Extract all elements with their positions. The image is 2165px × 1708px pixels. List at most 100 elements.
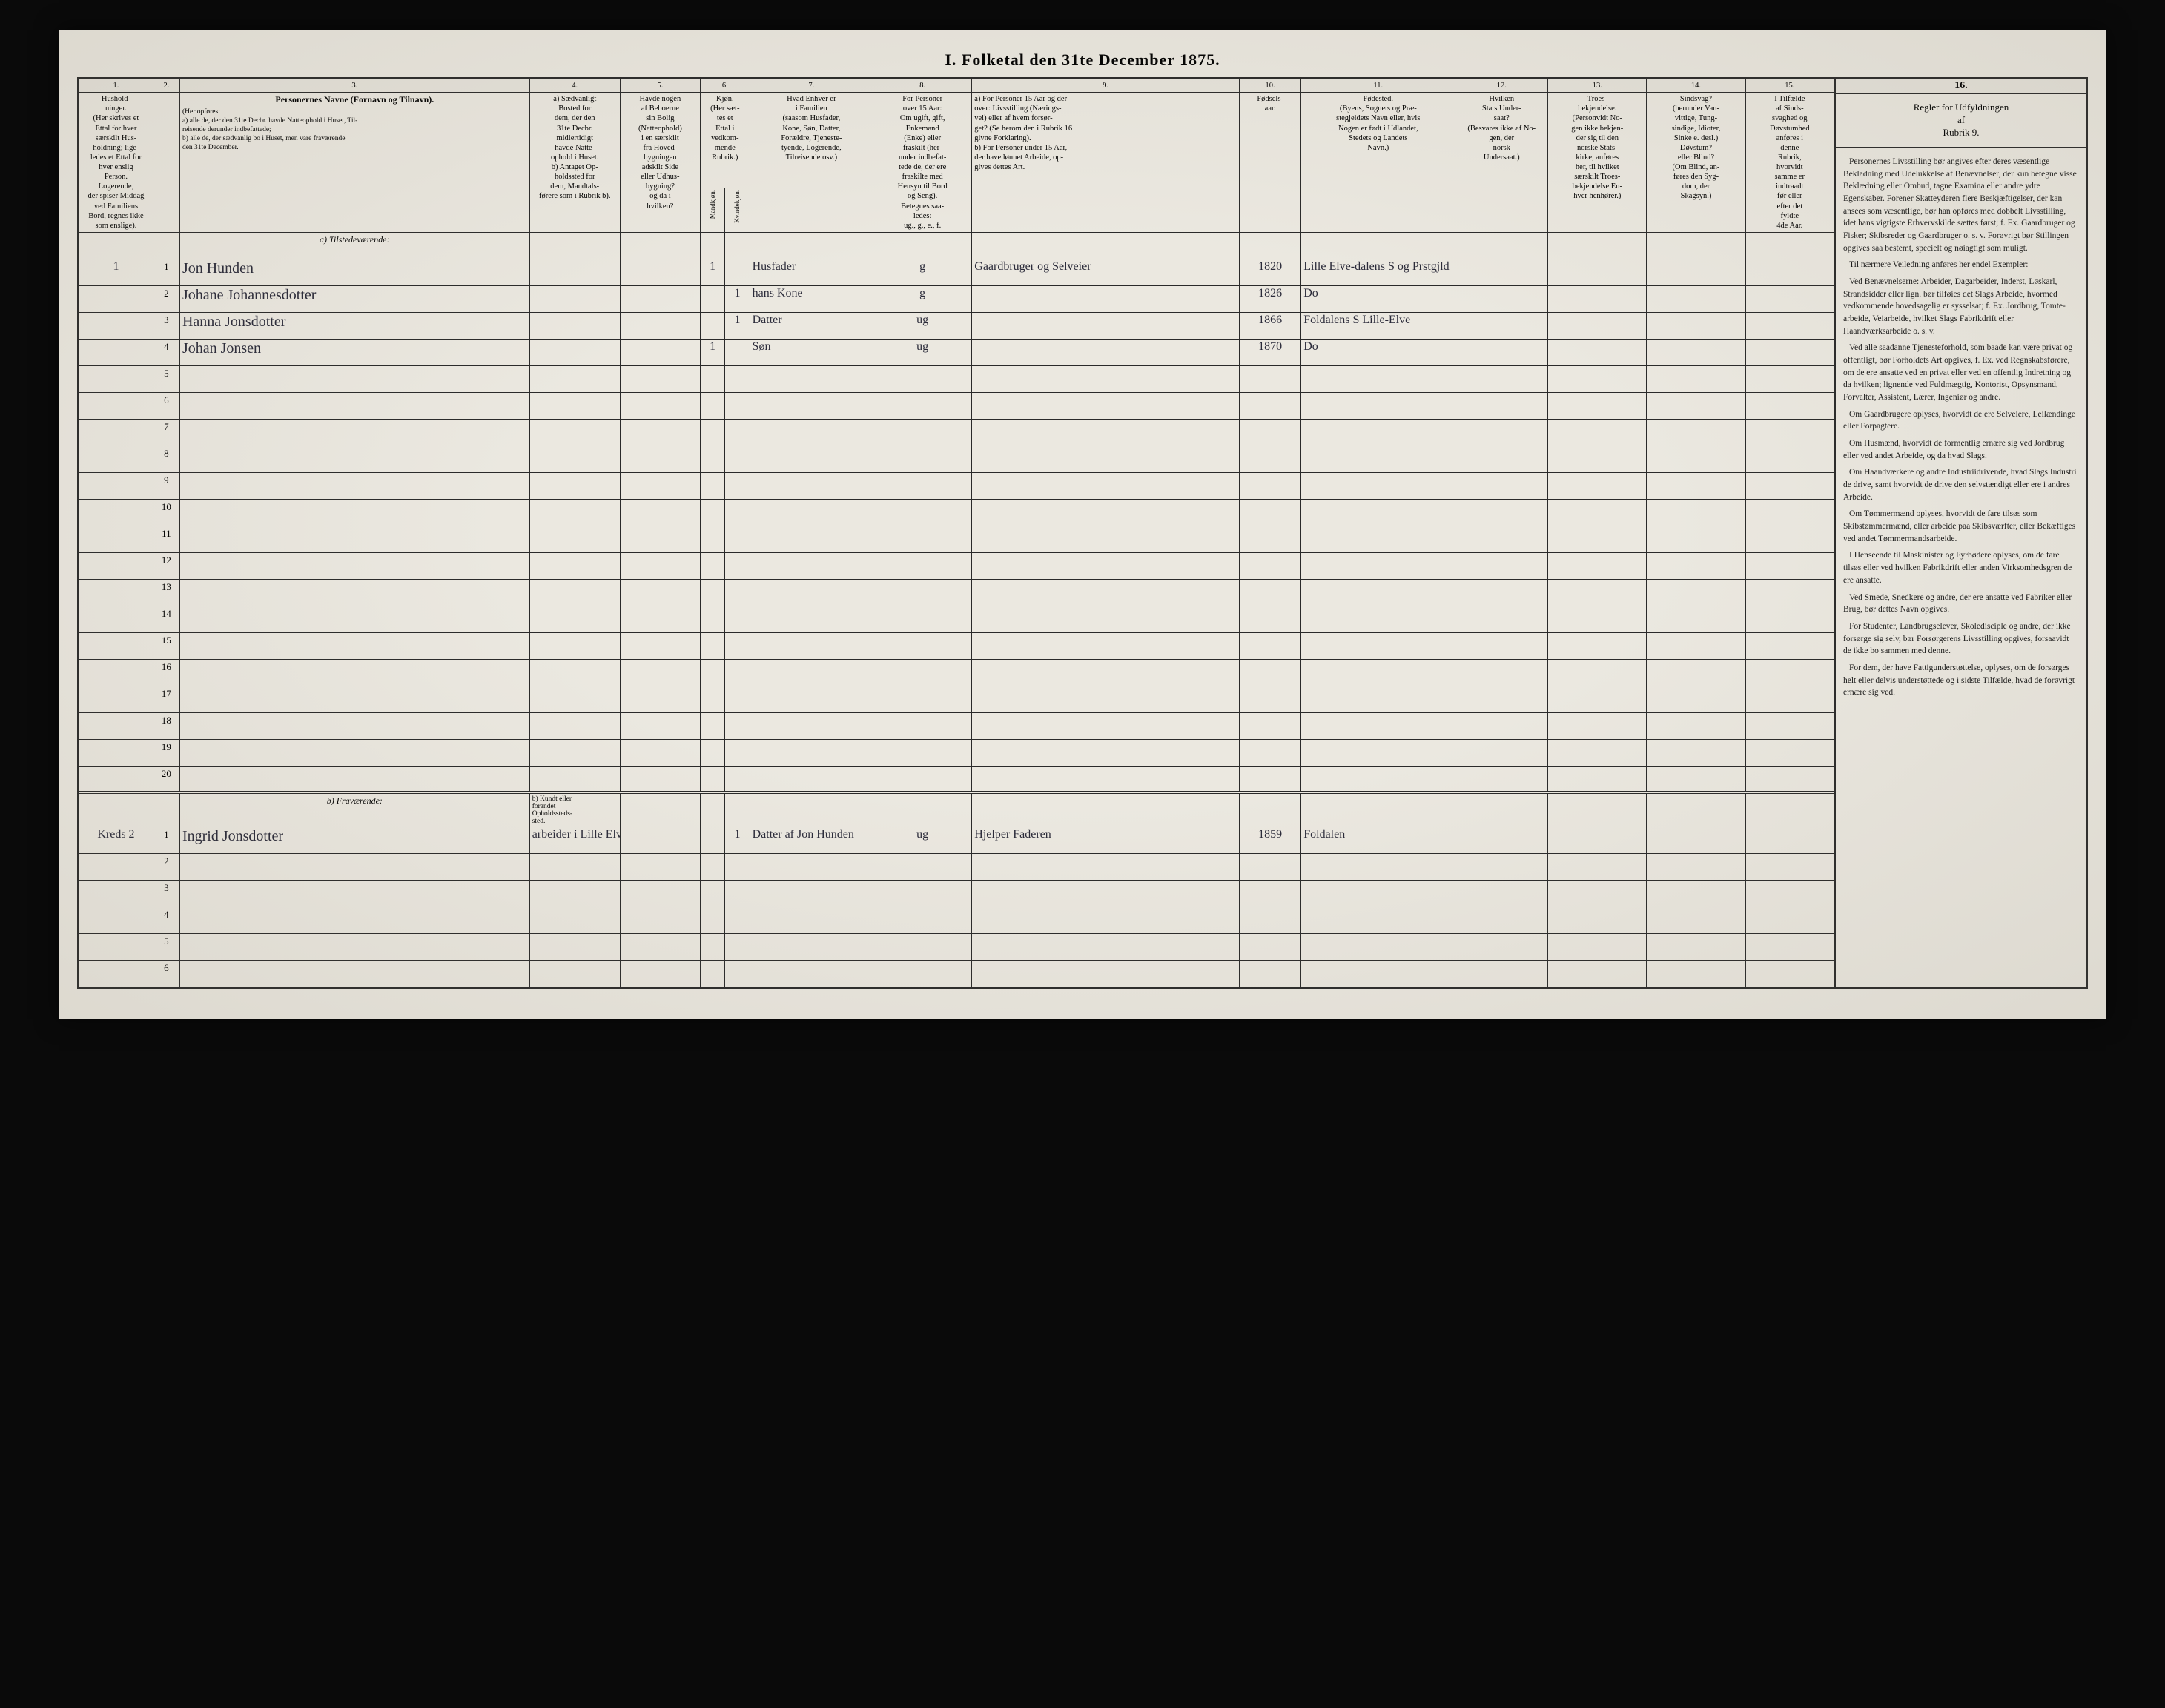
cell <box>750 526 873 552</box>
cell <box>1240 792 1301 827</box>
cell-person-no: 8 <box>153 446 179 472</box>
cell <box>972 659 1240 686</box>
cell <box>725 881 750 907</box>
table-row: Kreds 21Ingrid Jonsdotterarbeider i Lill… <box>79 827 1834 854</box>
cell <box>179 472 529 499</box>
col-number: 11. <box>1301 79 1455 93</box>
cell <box>701 907 725 934</box>
header-c6b: Kvindekjøn. <box>725 188 750 232</box>
cell <box>1301 854 1455 881</box>
cell <box>1647 526 1745 552</box>
cell <box>701 792 725 827</box>
cell <box>1301 365 1455 392</box>
cell-occupation: Hjelper Faderen <box>972 827 1240 854</box>
cell <box>1301 659 1455 686</box>
cell-household <box>79 312 153 339</box>
cell: b) Kundt eller forandet Opholdssteds- st… <box>529 792 620 827</box>
cell <box>972 686 1240 712</box>
cell <box>873 854 972 881</box>
cell <box>1301 526 1455 552</box>
cell <box>79 579 153 606</box>
rules-paragraph: Om Husmænd, hvorvidt de formentlig ernær… <box>1843 437 2079 462</box>
cell <box>725 499 750 526</box>
cell <box>529 907 620 934</box>
cell-c4 <box>529 312 620 339</box>
cell-place: Do <box>1301 285 1455 312</box>
cell <box>972 232 1240 259</box>
cell <box>873 632 972 659</box>
header-c12: Hvilken Stats Under- saat? (Besvares ikk… <box>1455 93 1548 233</box>
cell <box>153 792 179 827</box>
cell <box>79 766 153 792</box>
cell <box>972 552 1240 579</box>
cell <box>972 365 1240 392</box>
header-c11: Fødested. (Byens, Sognets og Præ- stegje… <box>1301 93 1455 233</box>
cell <box>529 552 620 579</box>
col-number: 13. <box>1548 79 1647 93</box>
cell <box>1647 472 1745 499</box>
cell-person-no: 2 <box>153 854 179 881</box>
cell <box>1455 552 1548 579</box>
cell <box>873 739 972 766</box>
cell-male: 1 <box>701 259 725 285</box>
cell <box>873 392 972 419</box>
col-number: 7. <box>750 79 873 93</box>
cell <box>725 446 750 472</box>
cell <box>79 552 153 579</box>
cell <box>750 961 873 987</box>
cell <box>750 854 873 881</box>
cell-person-no: 7 <box>153 419 179 446</box>
cell <box>1745 712 1834 739</box>
cell <box>1647 365 1745 392</box>
cell <box>179 739 529 766</box>
cell <box>701 854 725 881</box>
cell <box>620 766 700 792</box>
cell <box>1745 499 1834 526</box>
cell <box>1301 792 1455 827</box>
cell <box>620 419 700 446</box>
cell <box>873 766 972 792</box>
cell <box>701 739 725 766</box>
col-number: 1. <box>79 79 153 93</box>
cell <box>620 907 700 934</box>
cell-name: Johane Johannesdotter <box>179 285 529 312</box>
cell <box>620 606 700 632</box>
cell <box>529 881 620 907</box>
cell-person-no: 13 <box>153 579 179 606</box>
cell <box>79 419 153 446</box>
header-c1: Hushold- ninger. (Her skrives et Ettal f… <box>79 93 153 233</box>
cell <box>725 934 750 961</box>
cell <box>1455 686 1548 712</box>
table-row-blank: 11 <box>79 526 1834 552</box>
cell <box>1301 232 1455 259</box>
cell <box>701 232 725 259</box>
cell <box>873 232 972 259</box>
cell <box>1548 659 1647 686</box>
cell <box>179 579 529 606</box>
cell <box>620 712 700 739</box>
cell <box>1548 312 1647 339</box>
rules-paragraph: Ved alle saadanne Tjenesteforhold, som b… <box>1843 342 2079 403</box>
cell-family: Husfader <box>750 259 873 285</box>
cell <box>1548 712 1647 739</box>
rules-title: Regler for Udfyldningen af Rubrik 9. <box>1914 102 2009 138</box>
cell <box>972 934 1240 961</box>
rules-col-head: 16. Regler for Udfyldningen af Rubrik 9. <box>1836 79 2086 148</box>
cell <box>179 392 529 419</box>
cell <box>701 686 725 712</box>
cell-civil: g <box>873 285 972 312</box>
cell <box>1301 419 1455 446</box>
cell <box>79 739 153 766</box>
header-c6a: Mandkjøn. <box>701 188 725 232</box>
cell <box>1548 686 1647 712</box>
cell <box>873 792 972 827</box>
cell-occupation <box>972 312 1240 339</box>
cell <box>972 579 1240 606</box>
cell-person-no: 20 <box>153 766 179 792</box>
col-number: 3. <box>179 79 529 93</box>
cell <box>1455 766 1548 792</box>
cell <box>1301 446 1455 472</box>
cell <box>725 419 750 446</box>
cell-name: Hanna Jonsdotter <box>179 312 529 339</box>
cell <box>179 526 529 552</box>
